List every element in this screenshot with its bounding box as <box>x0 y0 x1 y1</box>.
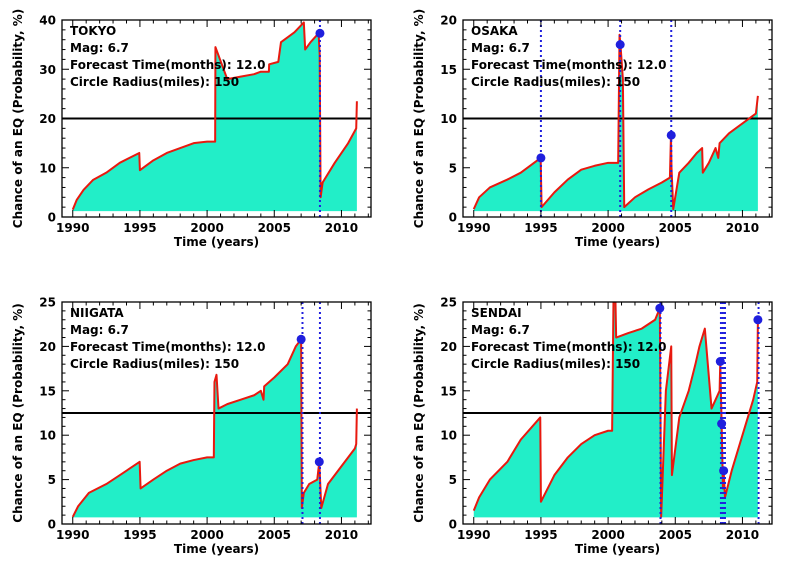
x-tick-label-2010: 2010 <box>726 221 759 235</box>
y-axis-label: Chance of an EQ (Probability, %) <box>412 9 426 228</box>
x-tick-label-2000: 2000 <box>591 528 624 542</box>
event-marker-2 <box>715 356 725 366</box>
y-tick-label-40: 40 <box>39 14 56 28</box>
annotation-line-3: Circle Radius(miles): 150 <box>70 75 239 89</box>
chart-niigata: 1990 1995 2000 2005 2010 0 5 10 15 20 25 Time (year… <box>11 296 372 556</box>
probability-area <box>473 34 758 212</box>
plot-area <box>463 20 772 217</box>
chart-osaka: 1990 1995 2000 2005 2010 0 5 10 15 20 Time (years)… <box>412 9 773 249</box>
annotation-line-1: Mag: 6.7 <box>471 41 530 55</box>
x-tick-label-2010: 2010 <box>325 221 358 235</box>
x-tick-label-2005: 2005 <box>258 528 291 542</box>
y-tick-label-20: 20 <box>440 340 457 354</box>
annotation-line-2: Forecast Time(months): 12.0 <box>70 58 266 72</box>
x-tick-label-1990: 1990 <box>56 221 89 235</box>
chart-tokyo: 1990 1995 2000 2005 2010 0 10 20 30 40 Time (years… <box>11 9 372 249</box>
event-marker-3 <box>717 419 727 429</box>
y-tick-label-30: 30 <box>39 63 56 77</box>
x-axis-label: Time (years) <box>575 235 660 249</box>
y-axis-label: Chance of an EQ (Probability, %) <box>11 303 25 522</box>
x-tick-label-2005: 2005 <box>659 221 692 235</box>
annotation-line-3: Circle Radius(miles): 150 <box>471 75 640 89</box>
y-tick-label-0: 0 <box>449 211 457 225</box>
event-marker-1 <box>655 303 665 313</box>
event-marker-4 <box>719 466 729 476</box>
event-marker-1 <box>296 334 306 344</box>
y-tick-label-20: 20 <box>440 14 457 28</box>
y-tick-label-25: 25 <box>440 296 457 310</box>
y-tick-label-10: 10 <box>440 112 457 126</box>
y-axis-label: Chance of an EQ (Probability, %) <box>11 9 25 228</box>
y-tick-label-10: 10 <box>39 429 56 443</box>
y-tick-label-15: 15 <box>440 63 457 77</box>
plot-frame <box>61 301 372 525</box>
annotation-line-3: Circle Radius(miles): 150 <box>471 357 640 371</box>
chart-sendai: 1990 1995 2000 2005 2010 0 5 10 15 20 25 Time (year… <box>412 296 773 556</box>
x-axis-label: Time (years) <box>174 235 259 249</box>
probability-area <box>473 302 758 518</box>
y-tick-label-0: 0 <box>48 518 56 532</box>
x-tick-label-2005: 2005 <box>659 528 692 542</box>
x-tick-label-2000: 2000 <box>190 221 223 235</box>
x-tick-label-1995: 1995 <box>524 221 557 235</box>
x-tick-label-2000: 2000 <box>591 221 624 235</box>
y-tick-label-5: 5 <box>449 473 457 487</box>
x-tick-label-1995: 1995 <box>123 528 156 542</box>
y-tick-label-20: 20 <box>39 112 56 126</box>
location-label: NIIGATA <box>70 306 124 320</box>
annotation-line-2: Forecast Time(months): 12.0 <box>471 58 667 72</box>
y-tick-label-10: 10 <box>39 161 56 175</box>
y-tick-label-10: 10 <box>440 429 457 443</box>
y-tick-label-15: 15 <box>440 384 457 398</box>
x-tick-label-1990: 1990 <box>56 528 89 542</box>
annotation-line-3: Circle Radius(miles): 150 <box>70 357 239 371</box>
x-tick-label-2005: 2005 <box>258 221 291 235</box>
event-marker-5 <box>753 315 763 325</box>
event-marker-3 <box>666 130 676 140</box>
location-label: TOKYO <box>70 24 116 38</box>
y-tick-label-25: 25 <box>39 296 56 310</box>
x-tick-label-2010: 2010 <box>325 528 358 542</box>
y-tick-label-5: 5 <box>48 473 56 487</box>
event-marker-2 <box>615 40 625 50</box>
plot-frame <box>462 301 773 525</box>
x-tick-label-1995: 1995 <box>123 221 156 235</box>
x-tick-label-1990: 1990 <box>457 221 490 235</box>
x-axis-label: Time (years) <box>575 542 660 556</box>
probability-area <box>72 22 357 212</box>
annotation-line-1: Mag: 6.7 <box>471 323 530 337</box>
y-tick-label-0: 0 <box>48 211 56 225</box>
y-tick-label-0: 0 <box>449 518 457 532</box>
x-tick-label-1990: 1990 <box>457 528 490 542</box>
event-marker-1 <box>536 153 546 163</box>
annotation-line-1: Mag: 6.7 <box>70 41 129 55</box>
x-axis-label: Time (years) <box>174 542 259 556</box>
probability-line <box>472 33 759 211</box>
location-label: SENDAI <box>471 306 522 320</box>
x-tick-label-1995: 1995 <box>524 528 557 542</box>
y-tick-label-15: 15 <box>39 384 56 398</box>
event-marker-1 <box>315 28 325 38</box>
y-tick-label-5: 5 <box>449 161 457 175</box>
annotation-line-1: Mag: 6.7 <box>70 323 129 337</box>
probability-line <box>71 21 358 210</box>
location-label: OSAKA <box>471 24 518 38</box>
annotation-line-2: Forecast Time(months): 12.0 <box>471 340 667 354</box>
plot-area <box>62 20 371 217</box>
y-axis-label: Chance of an EQ (Probability, %) <box>412 303 426 522</box>
event-marker-2 <box>314 457 324 467</box>
plot-area <box>463 302 772 524</box>
y-tick-label-20: 20 <box>39 340 56 354</box>
x-tick-label-2000: 2000 <box>190 528 223 542</box>
x-tick-label-2010: 2010 <box>726 528 759 542</box>
annotation-line-2: Forecast Time(months): 12.0 <box>70 340 266 354</box>
